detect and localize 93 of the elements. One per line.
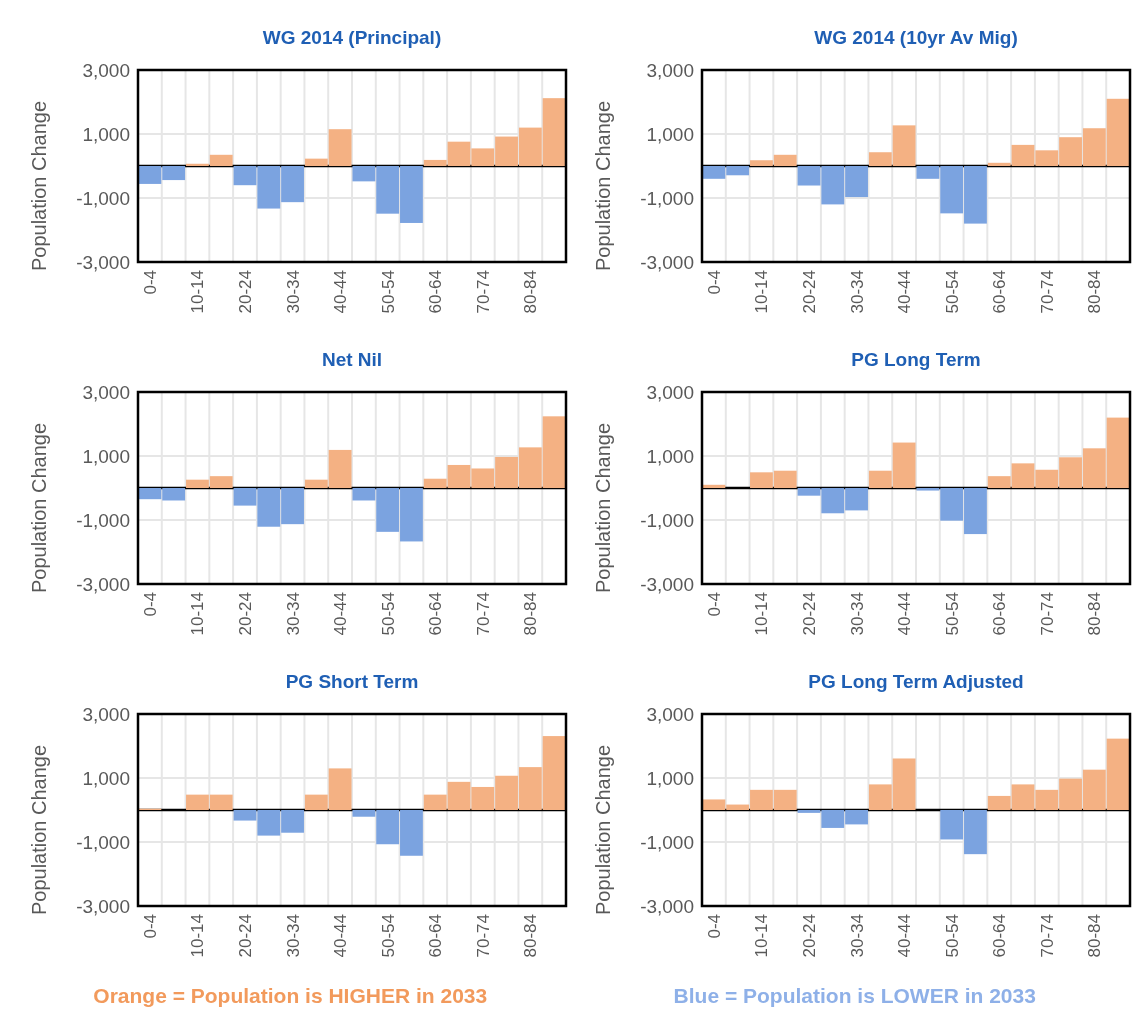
x-tick-label: 70-74 <box>473 270 493 314</box>
x-tick-label: 30-34 <box>283 270 303 314</box>
y-tick-label: -1,000 <box>640 187 694 209</box>
x-tick-label: 40-44 <box>331 914 351 958</box>
x-tick-label: 30-34 <box>283 592 303 636</box>
y-tick-label: -3,000 <box>640 251 694 273</box>
x-tick-label: 20-24 <box>799 592 819 636</box>
x-tick-label: 10-14 <box>188 914 208 958</box>
x-tick-label: 50-54 <box>942 592 962 636</box>
y-tick-label: -3,000 <box>76 573 130 595</box>
y-tick-label: -3,000 <box>76 251 130 273</box>
x-tick-label: 80-84 <box>521 914 541 958</box>
x-tick-label: 10-14 <box>188 592 208 636</box>
x-tick-label: 60-64 <box>990 592 1010 636</box>
x-tick-label: 80-84 <box>1085 592 1105 636</box>
x-tick-label: 60-64 <box>426 270 446 314</box>
x-tick-label: 50-54 <box>942 914 962 958</box>
y-tick-label: -3,000 <box>76 895 130 917</box>
x-tick-label: 70-74 <box>1037 592 1057 636</box>
x-tick-label: 30-34 <box>847 592 867 636</box>
x-tick-label: 80-84 <box>1085 270 1105 314</box>
x-tick-label: 80-84 <box>1085 914 1105 958</box>
chart-title: PG Long Term Adjusted <box>808 671 1024 692</box>
x-tick-label: 40-44 <box>331 592 351 636</box>
x-tick-label: 0-4 <box>704 914 724 939</box>
chart-title: WG 2014 (Principal) <box>262 27 442 48</box>
x-tick-label: 60-64 <box>990 914 1010 958</box>
x-tick-label: 30-34 <box>283 914 303 958</box>
chart-title: WG 2014 (10yr Av Mig) <box>814 27 1018 48</box>
x-tick-label: 30-34 <box>847 914 867 958</box>
x-tick-label: 70-74 <box>473 914 493 958</box>
y-tick-label: 3,000 <box>82 59 130 81</box>
y-tick-label: 1,000 <box>646 445 694 467</box>
y-tick-label: 1,000 <box>646 123 694 145</box>
y-axis-title: Population Change <box>592 422 614 594</box>
x-tick-label: 0-4 <box>140 592 160 617</box>
x-tick-label: 60-64 <box>990 270 1010 314</box>
x-tick-label: 20-24 <box>799 270 819 314</box>
y-tick-label: 1,000 <box>82 445 130 467</box>
y-tick-label: -3,000 <box>640 895 694 917</box>
chart-title: PG Long Term <box>851 349 981 370</box>
x-tick-label: 50-54 <box>378 914 398 958</box>
y-axis-title: Population Change <box>28 100 50 272</box>
x-tick-label: 50-54 <box>942 270 962 314</box>
chart-title: PG Short Term <box>285 671 419 692</box>
x-tick-label: 50-54 <box>378 592 398 636</box>
y-tick-label: -1,000 <box>76 187 130 209</box>
x-tick-label: 20-24 <box>799 914 819 958</box>
x-tick-label: 0-4 <box>704 270 724 295</box>
y-axis-title: Population Change <box>592 100 614 272</box>
y-tick-label: -1,000 <box>640 509 694 531</box>
x-tick-label: 40-44 <box>895 270 915 314</box>
y-tick-label: 3,000 <box>82 381 130 403</box>
x-tick-label: 40-44 <box>895 914 915 958</box>
x-tick-label: 0-4 <box>140 270 160 295</box>
x-tick-label: 0-4 <box>704 592 724 617</box>
y-tick-label: 1,000 <box>646 767 694 789</box>
y-tick-label: -1,000 <box>640 831 694 853</box>
x-tick-label: 10-14 <box>752 914 772 958</box>
y-tick-label: 3,000 <box>646 703 694 725</box>
text: Blue = Population is LOWER in 2033 <box>673 984 1036 1007</box>
x-tick-label: 10-14 <box>188 270 208 314</box>
y-tick-label: 1,000 <box>82 123 130 145</box>
x-tick-label: 80-84 <box>521 592 541 636</box>
y-axis-title: Population Change <box>28 422 50 594</box>
x-tick-label: 70-74 <box>473 592 493 636</box>
bar <box>702 484 726 488</box>
x-tick-label: 10-14 <box>752 592 772 636</box>
x-tick-label: 40-44 <box>895 592 915 636</box>
y-tick-label: -1,000 <box>76 831 130 853</box>
text: Orange = Population is HIGHER in 2033 <box>93 984 488 1007</box>
y-tick-label: 1,000 <box>82 767 130 789</box>
x-tick-label: 40-44 <box>331 270 351 314</box>
x-tick-label: 20-24 <box>235 592 255 636</box>
y-tick-label: 3,000 <box>646 59 694 81</box>
x-tick-label: 60-64 <box>426 914 446 958</box>
x-tick-label: 30-34 <box>847 270 867 314</box>
y-tick-label: -1,000 <box>76 509 130 531</box>
x-tick-label: 60-64 <box>426 592 446 636</box>
x-tick-label: 50-54 <box>378 270 398 314</box>
y-tick-label: 3,000 <box>82 703 130 725</box>
x-tick-label: 70-74 <box>1037 914 1057 958</box>
x-tick-label: 20-24 <box>235 270 255 314</box>
x-tick-label: 0-4 <box>140 914 160 939</box>
x-tick-label: 20-24 <box>235 914 255 958</box>
chart-title: Net Nil <box>321 349 383 370</box>
x-tick-label: 80-84 <box>521 270 541 314</box>
x-tick-label: 10-14 <box>752 270 772 314</box>
y-axis-title: Population Change <box>28 744 50 916</box>
y-tick-label: -3,000 <box>640 573 694 595</box>
x-tick-label: 70-74 <box>1037 270 1057 314</box>
y-tick-label: 3,000 <box>646 381 694 403</box>
y-axis-title: Population Change <box>592 744 614 916</box>
